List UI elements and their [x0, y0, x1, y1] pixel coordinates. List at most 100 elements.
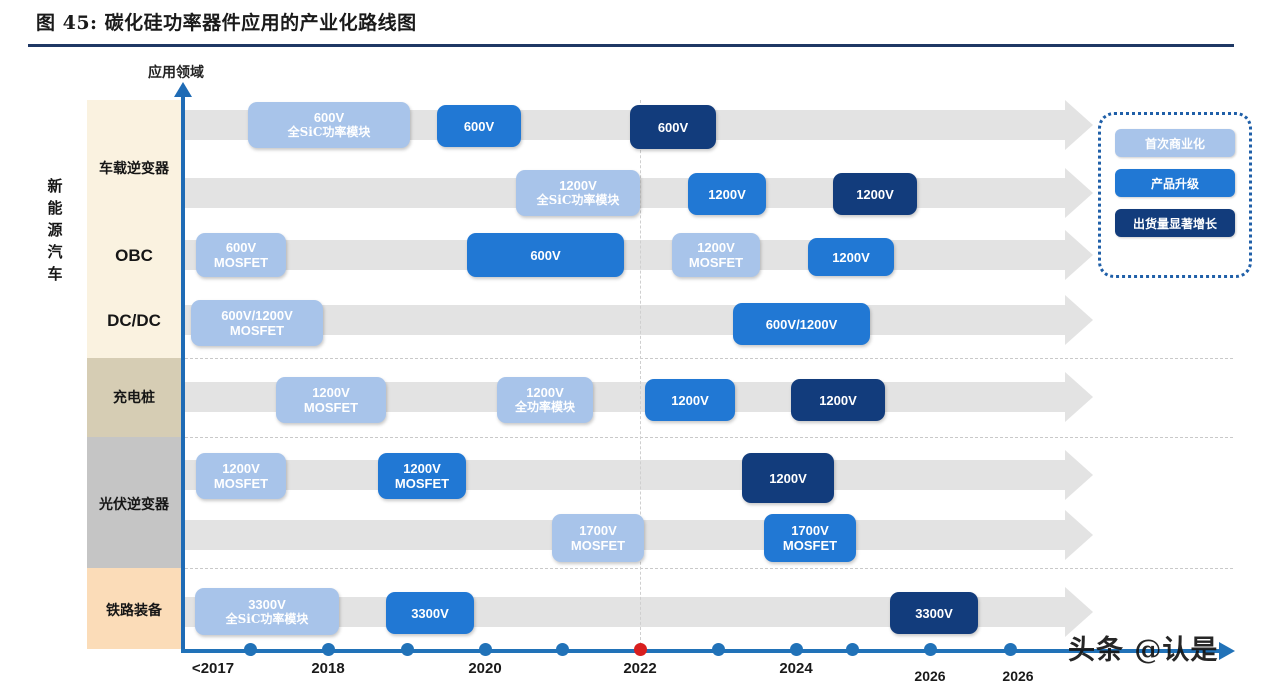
milestone-detail: MOSFET — [782, 538, 838, 553]
track-bar-3 — [185, 305, 1065, 335]
category-band-5 — [87, 568, 181, 649]
milestone-voltage: 1200V — [708, 186, 746, 202]
charger-1200v-mosfet[interactable]: 1200V MOSFET — [276, 377, 386, 423]
evi-1200v-module[interactable]: 1200V 全SiC功率模块 — [516, 170, 640, 216]
y-axis-arrow-icon — [174, 82, 192, 97]
x-tick-10 — [1004, 643, 1017, 656]
legend-volume-growth[interactable]: 出货量显著增长 — [1115, 209, 1235, 237]
milestone-voltage: 1200V — [559, 178, 597, 193]
obc-600v-mosfet[interactable]: 600V MOSFET — [196, 233, 286, 277]
milestone-detail: 全SiC功率模块 — [536, 193, 620, 207]
x-tick-8 — [846, 643, 859, 656]
x-tick-6 — [712, 643, 725, 656]
category-label-1: OBC — [115, 246, 153, 265]
category-band-2 — [87, 292, 181, 358]
milestone-voltage: 600V — [530, 247, 561, 263]
milestone-voltage: 1200V — [526, 385, 564, 400]
charger-1200v-volume[interactable]: 1200V — [791, 379, 885, 421]
evi-1200v-upgrade[interactable]: 1200V — [688, 173, 766, 215]
x-tick-label-1: 2018 — [311, 660, 345, 677]
obc-1200v-upgrade[interactable]: 1200V — [808, 238, 894, 276]
milestone-voltage: 600V — [657, 119, 689, 135]
rail-3300v-volume[interactable]: 3300V — [890, 592, 978, 634]
category-band-0 — [87, 100, 181, 232]
evi-600v-volume[interactable]: 600V — [630, 105, 716, 149]
x-tick-1 — [322, 643, 335, 656]
legend: 首次商业化产品升级出货量显著增长 — [1098, 112, 1252, 278]
x-axis-arrow-icon — [1219, 642, 1235, 660]
x-tick-9 — [924, 643, 937, 656]
track-arrow-icon-7 — [1065, 587, 1093, 637]
x-tick-label-4: 2024 — [779, 660, 813, 677]
milestone-detail: MOSFET — [394, 476, 450, 491]
track-arrow-icon-4 — [1065, 372, 1093, 422]
milestone-detail: 全功率模块 — [514, 400, 575, 414]
y-axis-line — [181, 95, 185, 651]
milestone-detail: MOSFET — [213, 476, 269, 491]
milestone-voltage: 3300V — [248, 596, 286, 612]
obc-1200v-mosfet[interactable]: 1200V MOSFET — [672, 233, 760, 277]
evi-600v-upgrade[interactable]: 600V — [437, 105, 521, 147]
obc-600v-upgrade[interactable]: 600V — [467, 233, 624, 277]
category-band-1 — [87, 232, 181, 292]
milestone-voltage: 1700V — [579, 523, 617, 538]
charger-1200v-upgrade[interactable]: 1200V — [645, 379, 735, 421]
row-separator-0 — [185, 358, 1233, 359]
track-arrow-icon-1 — [1065, 168, 1093, 218]
x-tick-3 — [479, 643, 492, 656]
milestone-detail: MOSFET — [570, 538, 626, 553]
x-axis-line — [181, 649, 1221, 653]
x-tick-0 — [244, 643, 257, 656]
category-label-2: DC/DC — [107, 311, 161, 330]
track-bar-2 — [185, 240, 1065, 270]
milestone-voltage: 1700V — [791, 523, 829, 538]
dcdc-600v-1200v-upgrade[interactable]: 600V/1200V — [733, 303, 870, 345]
rail-3300v-module[interactable]: 3300V 全SiC功率模块 — [195, 588, 339, 635]
y-axis-label: 应用领域 — [148, 65, 204, 81]
milestone-voltage: 600V — [225, 240, 257, 255]
pv-1700v-mosfet-light[interactable]: 1700V MOSFET — [552, 514, 644, 562]
category-band-3 — [87, 358, 181, 437]
legend-first-commercialization[interactable]: 首次商业化 — [1115, 129, 1235, 157]
milestone-voltage: 600V/1200V — [221, 308, 293, 323]
pv-1200v-mosfet-mid[interactable]: 1200V MOSFET — [378, 453, 466, 499]
dcdc-600v-1200v-mosfet[interactable]: 600V/1200V MOSFET — [191, 300, 323, 346]
title-divider — [28, 44, 1234, 47]
track-arrow-icon-0 — [1065, 100, 1093, 150]
x-tick-label-6: 2026 — [1002, 668, 1034, 684]
x-tick-4 — [556, 643, 569, 656]
pv-1200v-volume[interactable]: 1200V — [742, 453, 834, 503]
group-label-new-energy-vehicle: 新能源汽车 — [47, 177, 63, 283]
category-label-3: 充电桩 — [113, 390, 155, 406]
milestone-detail: MOSFET — [213, 255, 269, 270]
milestone-detail: 全SiC功率模块 — [225, 611, 309, 626]
x-tick-2 — [401, 643, 414, 656]
milestone-voltage: 1200V — [671, 392, 709, 408]
x-tick-label-5: 2026 — [914, 668, 946, 684]
milestone-voltage: 600V — [313, 110, 345, 125]
rail-3300v-upgrade[interactable]: 3300V — [386, 592, 474, 634]
milestone-detail: MOSFET — [229, 323, 285, 338]
page-title: 图 45: 碳化硅功率器件应用的产业化路线图 — [36, 12, 417, 34]
pv-1700v-mosfet-mid[interactable]: 1700V MOSFET — [764, 514, 856, 562]
milestone-voltage: 1200V — [856, 186, 894, 202]
milestone-voltage: 1200V — [403, 461, 441, 476]
milestone-voltage: 3300V — [915, 605, 953, 621]
milestone-voltage: 3300V — [411, 605, 449, 621]
milestone-voltage: 1200V — [819, 392, 857, 408]
milestone-voltage: 1200V — [312, 385, 350, 400]
track-arrow-icon-6 — [1065, 510, 1093, 560]
current-year-divider — [640, 100, 641, 645]
watermark: 头条 @认是 — [1068, 635, 1219, 666]
milestone-voltage: 600V/1200V — [765, 316, 838, 332]
evi-600v-module[interactable]: 600V 全SiC功率模块 — [248, 102, 410, 148]
charger-1200v-full-module[interactable]: 1200V 全功率模块 — [497, 377, 593, 423]
milestone-voltage: 1200V — [832, 249, 870, 265]
track-bar-5 — [185, 460, 1065, 490]
title-bar: 图 45: 碳化硅功率器件应用的产业化路线图 — [0, 0, 1262, 48]
evi-1200v-volume[interactable]: 1200V — [833, 173, 917, 215]
legend-product-upgrade[interactable]: 产品升级 — [1115, 169, 1235, 197]
track-arrow-icon-5 — [1065, 450, 1093, 500]
pv-1200v-mosfet-light[interactable]: 1200V MOSFET — [196, 453, 286, 499]
